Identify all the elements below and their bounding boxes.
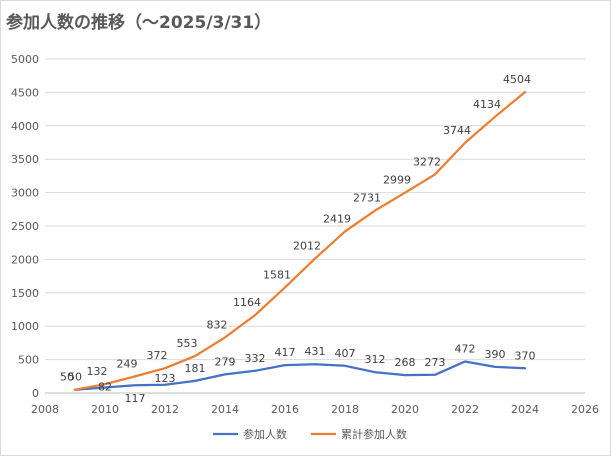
x-tick-label: 2012 [151,403,179,416]
data-label-yearly: 181 [185,362,206,375]
data-label-cumulative: 4504 [503,73,531,86]
data-label-cumulative: 553 [177,337,198,350]
y-tick-label: 1500 [11,287,39,300]
y-tick-label: 500 [18,354,39,367]
series-line-1 [73,360,527,391]
legend: 参加人数 累計参加人数 [213,427,407,441]
data-label-cumulative: 132 [87,365,108,378]
chart-title: 参加人数の推移（～2025/3/31） [6,13,272,33]
data-label-yearly: 370 [515,349,536,362]
data-label-cumulative: 1581 [263,268,291,281]
data-label-cumulative: 1164 [233,296,261,309]
data-label-cumulative: 249 [117,357,138,370]
data-label-yearly: 417 [275,346,296,359]
x-axis-tick-labels: 2008 2010 2012 2014 2016 2018 2020 2022 2024 2026 [31,403,599,416]
y-tick-label: 0 [32,387,39,400]
data-label-yearly: 407 [335,347,356,360]
y-tick-label: 3000 [11,187,39,200]
series-line-2 [73,90,527,391]
data-label-yearly: 279 [215,355,236,368]
data-label-yearly: 312 [365,353,386,366]
series-lines [73,90,527,391]
data-label-cumulative: 372 [147,349,168,362]
data-label-cumulative: 4134 [473,98,501,111]
x-tick-label: 2024 [511,403,539,416]
x-tick-label: 2026 [571,403,599,416]
data-label-cumulative: 2419 [323,212,351,225]
data-label-yearly: 117 [125,392,146,405]
data-label-yearly: 82 [98,381,112,394]
y-tick-label: 3500 [11,153,39,166]
x-tick-label: 2016 [271,403,299,416]
data-label-cumulative: 2731 [353,192,381,205]
legend-label-2: 累計参加人数 [341,427,407,441]
data-label-yearly: 390 [485,348,506,361]
x-tick-label: 2010 [91,403,119,416]
x-tick-label: 2022 [451,403,479,416]
data-label-yearly: 472 [455,342,476,355]
data-label-cumulative: 832 [207,318,228,331]
x-tick-label: 2008 [31,403,59,416]
data-label-yearly: 273 [425,356,446,369]
legend-label-1: 参加人数 [243,427,287,441]
data-label-yearly: 431 [305,345,326,358]
data-label-cumulative: 3272 [413,155,441,168]
grid-lines [45,58,585,394]
data-label-cumulative: 2012 [293,240,321,253]
data-label-yearly: 332 [245,352,266,365]
y-tick-label: 2000 [11,253,39,266]
y-axis-tick-labels: 0 500 1000 1500 2000 2500 3000 3500 4000 4500 5000 [11,53,39,400]
y-tick-label: 1000 [11,320,39,333]
data-label-yearly: 50 [68,371,82,384]
x-tick-label: 2014 [211,403,239,416]
y-tick-label: 2500 [11,220,39,233]
y-tick-label: 4000 [11,120,39,133]
data-label-yearly: 123 [155,372,176,385]
data-label-cumulative: 2999 [383,174,411,187]
data-label-cumulative: 3744 [443,124,471,137]
y-tick-label: 5000 [11,53,39,66]
data-label-cumulative: 50 [60,371,74,384]
y-tick-label: 4500 [11,86,39,99]
x-tick-label: 2020 [391,403,419,416]
data-label-yearly: 268 [395,356,416,369]
x-tick-label: 2018 [331,403,359,416]
